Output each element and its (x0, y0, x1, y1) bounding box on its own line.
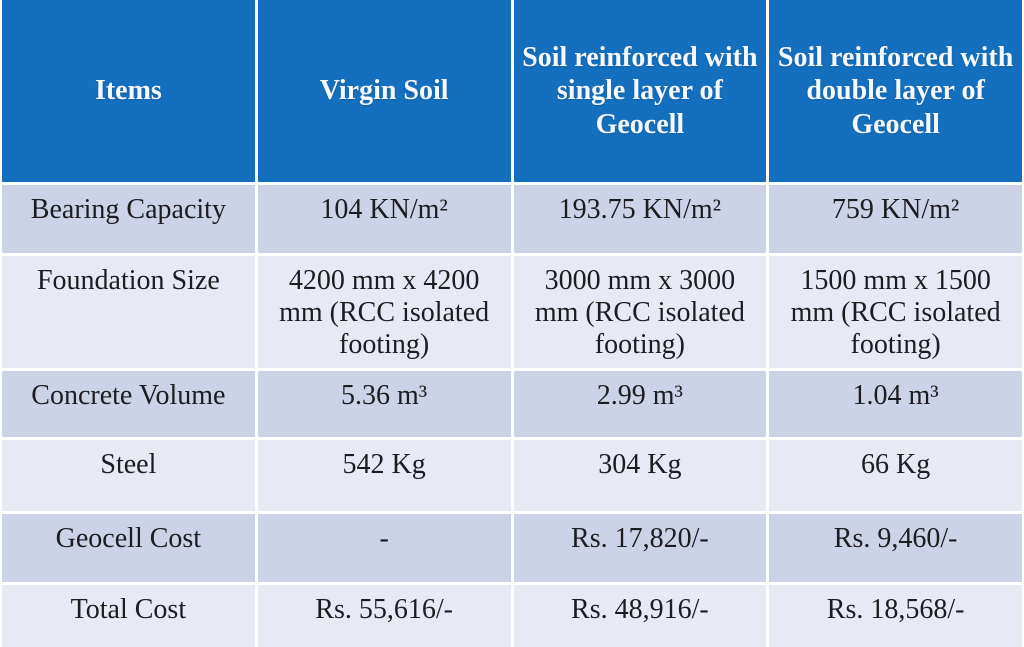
cell-bearing-capacity-single-layer: 193.75 KN/m² (513, 185, 767, 253)
cell-value: Rs. 48,916/- (571, 594, 709, 625)
cell-total-cost-single-layer: Rs. 48,916/- (513, 585, 767, 647)
cell-steel-single-layer: 304 Kg (513, 440, 767, 511)
cell-total-cost-double-layer: Rs. 18,568/- (769, 585, 1022, 647)
cell-value: 193.75 KN/m² (558, 194, 722, 225)
cell-concrete-volume-single-layer: 2.99 m³ (513, 371, 767, 437)
row-label-steel: Steel (2, 440, 255, 511)
column-header-virgin-soil: Virgin Soil (257, 0, 511, 182)
cell-geocell-cost-virgin-soil: - (257, 514, 511, 582)
cell-foundation-size-virgin-soil: 4200 mm x 4200 mm (RCC isolated footing) (257, 256, 511, 368)
row-label-text: Total Cost (70, 594, 187, 625)
row-label-text: Geocell Cost (55, 523, 202, 554)
column-header-single-layer-geocell-label: Soil reinforced with single layer of Geo… (522, 41, 758, 140)
column-header-items-label: Items (94, 75, 162, 107)
column-header-double-layer-geocell: Soil reinforced with double layer of Geo… (769, 0, 1022, 182)
row-label-concrete-volume: Concrete Volume (2, 371, 255, 437)
cell-bearing-capacity-double-layer: 759 KN/m² (769, 185, 1022, 253)
cell-value: 104 KN/m² (320, 194, 448, 225)
cell-concrete-volume-double-layer: 1.04 m³ (769, 371, 1022, 437)
column-header-double-layer-geocell-label: Soil reinforced with double layer of Geo… (777, 41, 1014, 140)
cell-value: 5.36 m³ (341, 380, 428, 411)
cell-geocell-cost-single-layer: Rs. 17,820/- (513, 514, 767, 582)
cell-value: Rs. 55,616/- (315, 594, 453, 625)
cell-value: 542 Kg (342, 449, 426, 480)
column-header-items: Items (2, 0, 255, 182)
cell-geocell-cost-double-layer: Rs. 9,460/- (769, 514, 1022, 582)
cell-value: 4200 mm x 4200 mm (RCC isolated footing) (279, 265, 490, 360)
row-label-text: Foundation Size (36, 265, 220, 296)
cell-foundation-size-single-layer: 3000 mm x 3000 mm (RCC isolated footing) (513, 256, 767, 368)
row-label-total-cost: Total Cost (2, 585, 255, 647)
cell-steel-virgin-soil: 542 Kg (257, 440, 511, 511)
cell-value: Rs. 18,568/- (826, 594, 965, 625)
cell-value: Rs. 9,460/- (833, 523, 958, 554)
cell-value: Rs. 17,820/- (571, 523, 709, 554)
row-label-geocell-cost: Geocell Cost (2, 514, 255, 582)
cell-value: 759 KN/m² (831, 194, 960, 225)
cell-steel-double-layer: 66 Kg (769, 440, 1022, 511)
row-label-bearing-capacity: Bearing Capacity (2, 185, 255, 253)
row-label-text: Bearing Capacity (30, 194, 226, 225)
cell-value: 3000 mm x 3000 mm (RCC isolated footing) (534, 265, 745, 360)
cell-concrete-volume-virgin-soil: 5.36 m³ (257, 371, 511, 437)
cell-value: 2.99 m³ (596, 380, 683, 411)
cell-value: 304 Kg (598, 449, 682, 480)
column-header-virgin-soil-label: Virgin Soil (319, 75, 449, 107)
cell-value: - (379, 523, 389, 554)
cell-total-cost-virgin-soil: Rs. 55,616/- (257, 585, 511, 647)
cell-bearing-capacity-virgin-soil: 104 KN/m² (257, 185, 511, 253)
cell-value: 1.04 m³ (852, 380, 939, 411)
row-label-text: Concrete Volume (31, 380, 226, 411)
row-label-foundation-size: Foundation Size (2, 256, 255, 368)
cell-value: 1500 mm x 1500 mm (RCC isolated footing) (790, 265, 1001, 360)
column-header-single-layer-geocell: Soil reinforced with single layer of Geo… (513, 0, 767, 182)
cell-value: 66 Kg (861, 449, 931, 480)
row-label-text: Steel (100, 449, 157, 480)
cell-foundation-size-double-layer: 1500 mm x 1500 mm (RCC isolated footing) (769, 256, 1022, 368)
